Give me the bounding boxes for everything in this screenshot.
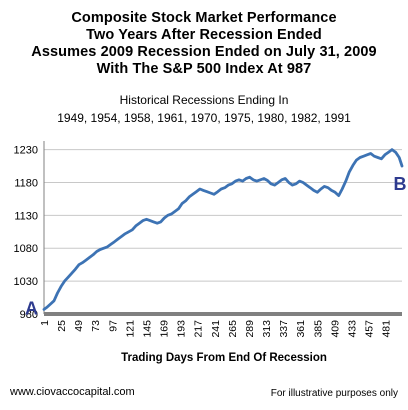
x-tick-label-0: 1 — [39, 320, 51, 326]
x-tick-label-6: 145 — [141, 320, 153, 338]
x-tick-label-2: 49 — [73, 320, 85, 332]
annotation-a: A — [25, 298, 38, 318]
x-axis-label: Trading Days From End Of Recession — [121, 352, 327, 364]
y-axis-ticks: 980 1030 1080 1130 1180 1230 — [14, 145, 38, 321]
grid-lines — [44, 149, 402, 282]
chart-subtitle-line-1: Historical Recessions Ending In — [119, 93, 289, 107]
disclaimer-text: For illustrative purposes only — [270, 388, 398, 399]
x-tick-label-5: 121 — [124, 320, 136, 338]
x-tick-label-14: 337 — [278, 320, 290, 338]
x-tick-label-16: 385 — [312, 320, 324, 338]
x-tick-label-11: 265 — [227, 320, 239, 338]
x-tick-label-17: 409 — [329, 320, 341, 338]
chart-title-line-2: Two Years After Recession Ended — [86, 27, 322, 43]
x-tick-label-12: 289 — [244, 320, 256, 338]
y-tick-label-3: 1130 — [14, 210, 38, 222]
series-group — [42, 148, 404, 311]
x-tick-label-18: 433 — [346, 320, 358, 338]
y-tick-label-4: 1180 — [14, 177, 38, 189]
chart-title-line-1: Composite Stock Market Performance — [71, 10, 337, 26]
axes — [43, 141, 402, 316]
chart-subtitle-line-2: 1949, 1954, 1958, 1961, 1970, 1975, 1980… — [57, 111, 351, 125]
x-axis-ticks: 1 25 49 73 97 121 145 169 193 217 241 265 289 313 337 3… — [39, 320, 393, 338]
y-tick-label-1: 1030 — [14, 276, 38, 288]
x-tick-label-8: 193 — [176, 320, 188, 338]
x-tick-label-1: 25 — [56, 320, 68, 332]
chart-title-line-4: With The S&P 500 Index At 987 — [96, 61, 312, 77]
series-line-0 — [42, 148, 404, 311]
x-tick-label-13: 313 — [261, 320, 273, 338]
y-tick-label-5: 1230 — [14, 145, 38, 157]
annotations: AB — [25, 174, 407, 318]
chart-title-line-3: Assumes 2009 Recession Ended on July 31,… — [31, 44, 377, 60]
x-tick-label-9: 217 — [193, 320, 205, 338]
y-tick-label-2: 1080 — [14, 243, 38, 255]
y-tick-label-0: 980 — [20, 309, 38, 321]
x-tick-label-10: 241 — [210, 320, 222, 338]
annotation-b: B — [394, 174, 407, 194]
x-tick-label-15: 361 — [295, 320, 307, 338]
x-tick-label-7: 169 — [159, 320, 171, 338]
x-tick-label-3: 73 — [90, 320, 102, 332]
x-tick-label-4: 97 — [107, 320, 119, 332]
x-tick-label-19: 457 — [364, 320, 376, 338]
website-text: www.ciovaccocapital.com — [10, 386, 135, 398]
x-tick-label-20: 481 — [381, 320, 393, 338]
